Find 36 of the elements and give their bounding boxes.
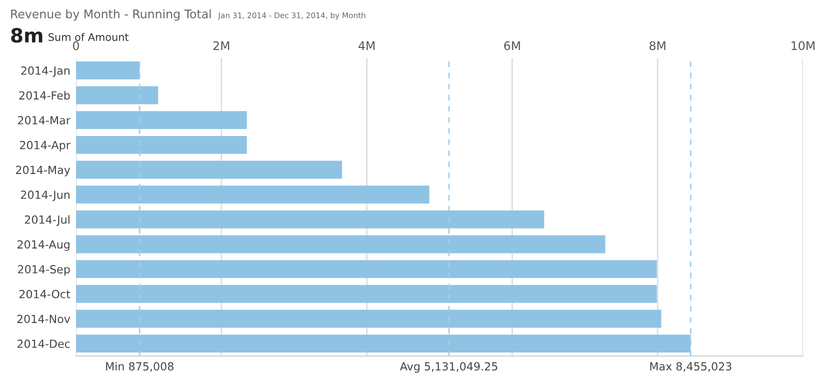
bar	[76, 160, 342, 179]
y-tick-label: 2014-May	[16, 166, 70, 176]
y-tick-label: 2014-Jul	[24, 215, 70, 226]
ref-line-label: Max 8,455,023	[650, 362, 732, 372]
y-tick-label: 2014-Apr	[20, 140, 70, 152]
bar	[76, 61, 140, 80]
text: Sum of Amount	[48, 32, 129, 42]
bar	[76, 310, 662, 328]
bar	[76, 86, 158, 104]
x-tick-label: 2M	[213, 41, 230, 50]
ref-line-label: Min 875,008	[106, 362, 174, 372]
y-tick-label: 2014-Nov	[17, 314, 70, 324]
y-tick-label: 2014-Jan	[21, 66, 70, 77]
text: 8m	[11, 28, 42, 43]
bar	[76, 136, 247, 154]
x-tick-label: 0	[73, 41, 79, 50]
bar	[76, 260, 657, 278]
x-tick-label: 10M	[792, 41, 814, 50]
y-tick-label: 2014-Jun	[20, 190, 70, 202]
bar	[76, 210, 544, 228]
y-tick-label: 2014-Oct	[19, 290, 70, 298]
ref-line-label: Avg 5,131,049.25	[400, 362, 498, 373]
y-tick-label: 2014-Mar	[18, 116, 70, 124]
y-tick-label: 2014-Dec	[17, 340, 70, 348]
y-tick-label: 2014-Feb	[19, 91, 70, 100]
x-tick-label: 4M	[358, 41, 374, 50]
bar	[76, 235, 606, 254]
bar	[76, 111, 247, 130]
bar	[76, 334, 691, 353]
bar	[76, 186, 430, 204]
x-tick-label: 6M	[504, 41, 520, 50]
y-tick-label: 2014-Aug	[18, 240, 70, 251]
chart-title: Revenue by Month - Running Total	[11, 9, 211, 21]
y-tick-label: 2014-Sep	[18, 265, 70, 276]
x-tick-label: 8M	[650, 41, 666, 50]
bar	[76, 284, 657, 303]
